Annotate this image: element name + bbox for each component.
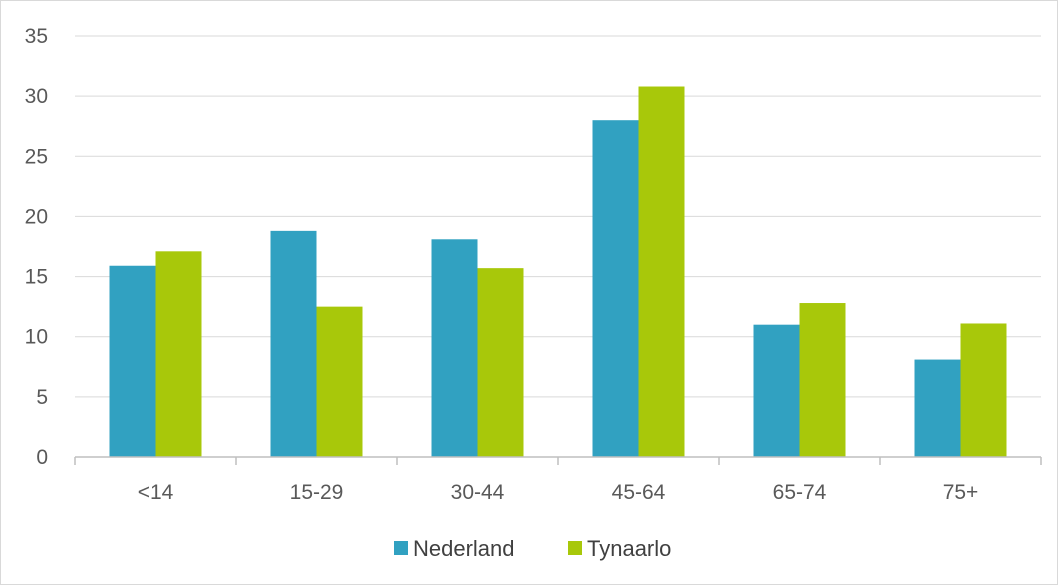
x-tick-label: 30-44 — [451, 481, 505, 504]
y-tick-label: 10 — [25, 326, 48, 349]
y-tick-label: 15 — [25, 266, 48, 289]
y-tick-label: 0 — [36, 446, 48, 469]
y-tick-label: 5 — [36, 386, 48, 409]
bar-nederland-4 — [753, 324, 800, 457]
bar-tynaarlo-3 — [638, 86, 685, 458]
legend-label-tynaarlo: Tynaarlo — [587, 536, 671, 561]
x-tick-label: <14 — [138, 481, 174, 504]
bar-nederland-2 — [431, 239, 478, 457]
gridlines — [75, 35, 1041, 398]
legend-label-nederland: Nederland — [413, 536, 515, 561]
y-axis: 0 5 10 15 20 25 30 35 — [25, 25, 48, 469]
bar-nederland-0 — [109, 265, 156, 457]
bar-nederland-1 — [270, 230, 317, 457]
x-tick-label: 75+ — [943, 481, 979, 504]
x-tick-label: 15-29 — [290, 481, 344, 504]
legend: Nederland Tynaarlo — [394, 536, 671, 561]
x-tick-label: 45-64 — [612, 481, 666, 504]
x-tick-label: 65-74 — [773, 481, 827, 504]
y-tick-label: 25 — [25, 145, 48, 168]
legend-swatch-nederland — [394, 541, 408, 555]
bar-tynaarlo-1 — [316, 306, 363, 457]
bars — [109, 86, 1007, 458]
bar-tynaarlo-0 — [155, 251, 202, 457]
y-tick-label: 30 — [25, 85, 48, 108]
bar-tynaarlo-5 — [960, 323, 1007, 457]
y-tick-label: 20 — [25, 205, 48, 228]
bar-tynaarlo-2 — [477, 268, 524, 457]
bar-nederland-5 — [914, 359, 961, 457]
bar-nederland-3 — [592, 120, 639, 457]
y-tick-label: 35 — [25, 25, 48, 48]
x-axis: <14 15-29 30-44 45-64 65-74 75+ — [74, 456, 1042, 504]
legend-swatch-tynaarlo — [568, 541, 582, 555]
bar-tynaarlo-4 — [799, 303, 846, 457]
